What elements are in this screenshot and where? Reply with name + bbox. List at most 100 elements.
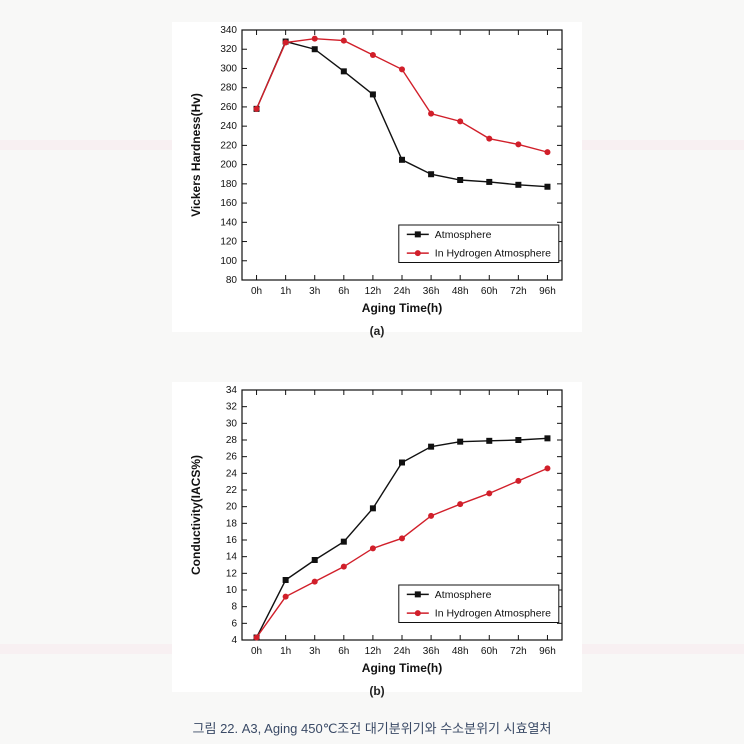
marker-circle — [254, 635, 260, 641]
chart-a-sublabel: (a) — [172, 324, 582, 338]
y-axis-label: Conductivity(IACS%) — [189, 455, 203, 575]
marker-circle — [415, 250, 421, 256]
y-tick-label: 10 — [226, 585, 238, 596]
marker-square — [457, 439, 463, 445]
page: 8010012014016018020022024026028030032034… — [0, 0, 744, 744]
marker-circle — [544, 465, 550, 471]
x-tick-label: 24h — [394, 646, 411, 657]
marker-circle — [486, 136, 492, 142]
x-tick-label: 72h — [510, 646, 527, 657]
y-tick-label: 140 — [220, 217, 237, 228]
y-tick-label: 160 — [220, 198, 237, 209]
marker-square — [370, 91, 376, 97]
x-tick-label: 48h — [452, 646, 469, 657]
y-tick-label: 14 — [226, 552, 238, 563]
marker-circle — [515, 141, 521, 147]
y-tick-label: 240 — [220, 121, 237, 132]
chart-b-sublabel: (b) — [172, 684, 582, 698]
chart-a-container: 8010012014016018020022024026028030032034… — [172, 22, 582, 332]
y-axis-label: Vickers Hardness(Hv) — [189, 93, 203, 217]
x-tick-label: 0h — [251, 286, 262, 297]
x-tick-label: 48h — [452, 286, 469, 297]
chart-b-svg: 468101214161820222426283032340h1h3h6h12h… — [172, 382, 582, 692]
y-tick-label: 340 — [220, 25, 237, 36]
y-tick-label: 26 — [226, 452, 238, 463]
y-tick-label: 220 — [220, 140, 237, 151]
marker-square — [415, 231, 421, 237]
marker-circle — [312, 579, 318, 585]
marker-circle — [428, 513, 434, 519]
marker-square — [341, 539, 347, 545]
y-tick-label: 180 — [220, 179, 237, 190]
marker-circle — [254, 106, 260, 112]
marker-square — [486, 438, 492, 444]
marker-square — [457, 177, 463, 183]
legend-label: In Hydrogen Atmosphere — [435, 608, 551, 620]
y-tick-label: 8 — [231, 602, 237, 613]
chart-b-container: 468101214161820222426283032340h1h3h6h12h… — [172, 382, 582, 692]
legend-label: In Hydrogen Atmosphere — [435, 248, 551, 260]
marker-square — [312, 46, 318, 52]
marker-circle — [341, 564, 347, 570]
marker-square — [399, 460, 405, 466]
marker-square — [341, 68, 347, 74]
y-tick-label: 300 — [220, 63, 237, 74]
x-tick-label: 6h — [338, 286, 349, 297]
marker-circle — [283, 594, 289, 600]
x-axis-label: Aging Time(h) — [362, 301, 442, 315]
x-tick-label: 96h — [539, 646, 556, 657]
marker-circle — [341, 38, 347, 44]
marker-square — [486, 179, 492, 185]
series-line — [257, 39, 548, 152]
marker-circle — [370, 545, 376, 551]
chart-a-svg: 8010012014016018020022024026028030032034… — [172, 22, 582, 332]
x-tick-label: 24h — [394, 286, 411, 297]
x-tick-label: 3h — [309, 646, 320, 657]
y-tick-label: 22 — [226, 485, 238, 496]
marker-square — [428, 171, 434, 177]
series-line — [257, 42, 548, 187]
marker-square — [399, 157, 405, 163]
y-tick-label: 24 — [226, 468, 238, 479]
marker-circle — [370, 52, 376, 58]
marker-circle — [399, 66, 405, 72]
marker-circle — [457, 118, 463, 124]
y-tick-label: 20 — [226, 502, 238, 513]
y-tick-label: 120 — [220, 237, 237, 248]
marker-circle — [457, 501, 463, 507]
marker-circle — [544, 149, 550, 155]
x-tick-label: 72h — [510, 286, 527, 297]
y-tick-label: 320 — [220, 44, 237, 55]
x-tick-label: 12h — [365, 646, 382, 657]
marker-circle — [515, 478, 521, 484]
x-tick-label: 96h — [539, 286, 556, 297]
marker-circle — [428, 111, 434, 117]
marker-square — [544, 184, 550, 190]
marker-circle — [486, 490, 492, 496]
y-tick-label: 100 — [220, 256, 237, 267]
x-tick-label: 0h — [251, 646, 262, 657]
legend-label: Atmosphere — [435, 229, 492, 241]
x-tick-label: 36h — [423, 286, 440, 297]
marker-circle — [415, 610, 421, 616]
y-tick-label: 12 — [226, 568, 238, 579]
marker-circle — [283, 40, 289, 46]
y-tick-label: 4 — [231, 635, 237, 646]
y-tick-label: 200 — [220, 160, 237, 171]
y-tick-label: 80 — [226, 275, 238, 286]
x-tick-label: 36h — [423, 646, 440, 657]
marker-square — [515, 437, 521, 443]
x-tick-label: 1h — [280, 286, 291, 297]
marker-square — [428, 444, 434, 450]
y-tick-label: 280 — [220, 83, 237, 94]
x-tick-label: 1h — [280, 646, 291, 657]
y-tick-label: 16 — [226, 535, 238, 546]
marker-square — [544, 435, 550, 441]
y-tick-label: 18 — [226, 518, 238, 529]
x-tick-label: 60h — [481, 646, 498, 657]
y-tick-label: 28 — [226, 435, 238, 446]
x-tick-label: 3h — [309, 286, 320, 297]
marker-square — [370, 505, 376, 511]
marker-square — [515, 182, 521, 188]
x-axis-label: Aging Time(h) — [362, 661, 442, 675]
